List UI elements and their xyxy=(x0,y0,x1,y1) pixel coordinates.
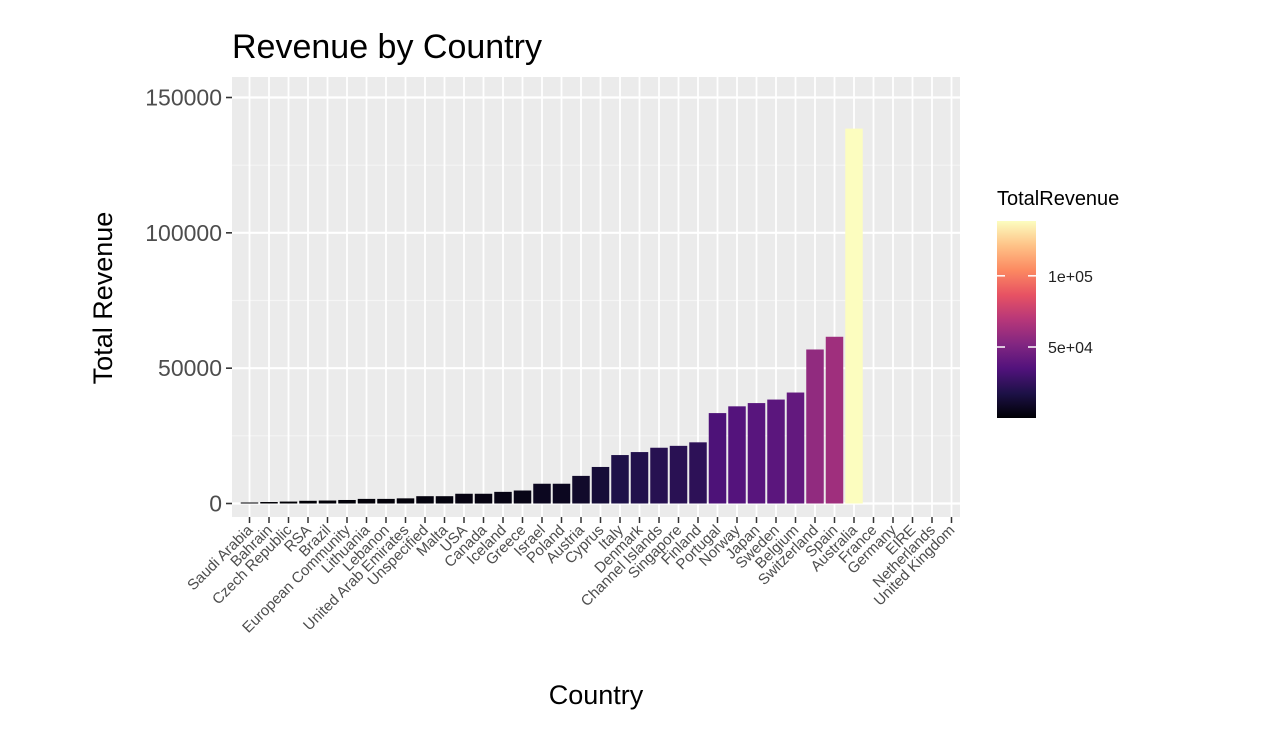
color-legend: TotalRevenue 1e+05 5e+04 xyxy=(997,188,1119,418)
bar-european-community xyxy=(338,499,356,504)
y-tick-label: 0 xyxy=(209,491,222,517)
bar-lebanon xyxy=(377,498,395,504)
bar-iceland xyxy=(494,491,512,504)
bar-italy xyxy=(611,455,629,504)
y-tick-label: 150000 xyxy=(145,85,222,111)
legend-label: 1e+05 xyxy=(1048,269,1093,286)
bar-singapore xyxy=(669,445,688,504)
bar-austria xyxy=(572,475,590,504)
bar-channel-islands xyxy=(650,447,668,504)
legend-colorbar xyxy=(997,221,1036,418)
bar-bahrain xyxy=(260,502,278,504)
bar-finland xyxy=(689,442,707,504)
bar-usa xyxy=(455,493,473,504)
bar-united-arab-emirates xyxy=(396,498,415,504)
bar-sweden xyxy=(767,399,785,504)
bar-spain xyxy=(825,336,844,504)
bar-czech-republic xyxy=(279,501,298,504)
bar-canada xyxy=(474,493,493,504)
chart-title: Revenue by Country xyxy=(232,28,542,66)
bar-brazil xyxy=(318,500,337,504)
legend-title: TotalRevenue xyxy=(997,188,1119,210)
y-tick-label: 50000 xyxy=(158,355,222,381)
bar-denmark xyxy=(630,452,649,504)
bar-belgium xyxy=(786,392,805,504)
bar-cyprus xyxy=(591,466,610,504)
y-axis-title: Total Revenue xyxy=(88,212,118,385)
bar-japan xyxy=(747,403,766,504)
bar-norway xyxy=(728,406,746,504)
bar-poland xyxy=(552,483,571,504)
bar-australia xyxy=(845,128,863,504)
bar-portugal xyxy=(708,413,727,504)
bar-rsa xyxy=(299,500,317,504)
y-tick-label: 100000 xyxy=(145,220,222,246)
bar-israel xyxy=(533,483,551,504)
y-axis: 0 50000 100000 150000 xyxy=(145,85,232,517)
bar-lithuania xyxy=(357,498,376,504)
bar-saudi-arabia xyxy=(240,502,259,504)
legend-ticks: 1e+05 5e+04 xyxy=(997,269,1093,357)
bar-unspecified xyxy=(416,496,434,504)
bar-layer xyxy=(240,128,863,504)
x-axis-title: Country xyxy=(549,680,644,710)
bar-malta xyxy=(435,496,454,504)
bar-switzerland xyxy=(806,349,824,504)
legend-label: 5e+04 xyxy=(1048,340,1093,357)
bar-greece xyxy=(513,490,532,504)
